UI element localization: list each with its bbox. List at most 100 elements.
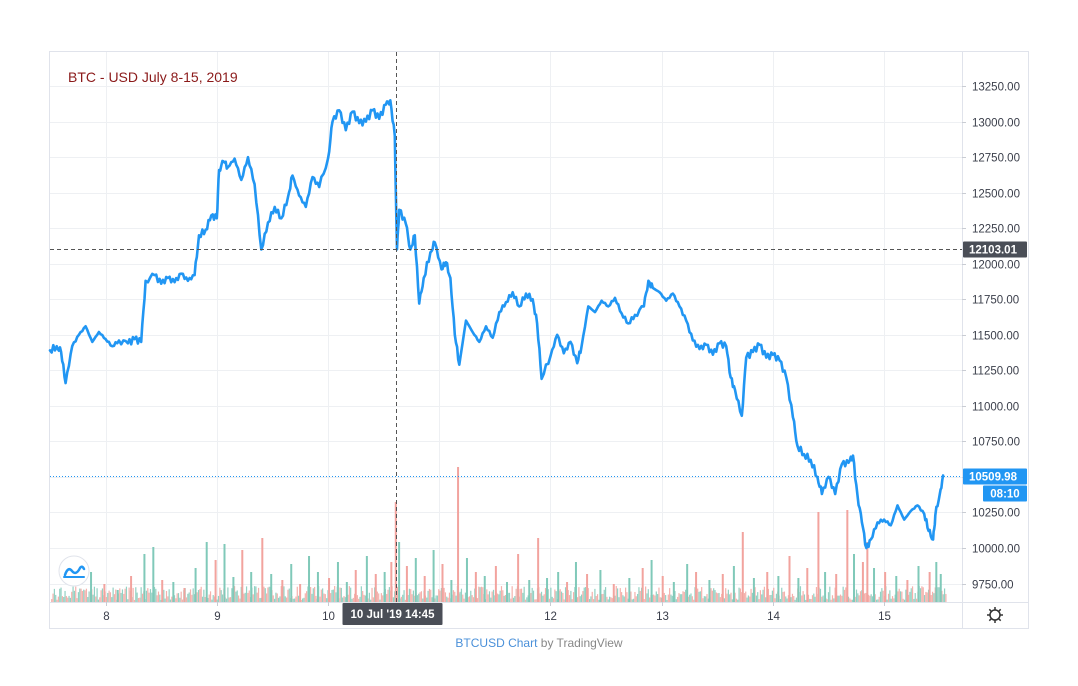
volume-bar	[939, 574, 942, 602]
volume-bar	[703, 596, 705, 602]
volume-bar	[845, 587, 847, 602]
volume-bar	[568, 595, 571, 602]
volume-bar	[785, 596, 787, 602]
volume-bar	[311, 593, 313, 602]
volume-bar	[320, 589, 322, 602]
volume-bar	[229, 597, 232, 602]
volume-bar	[71, 591, 73, 602]
volume-bar	[108, 590, 110, 602]
price-axis[interactable]: 13250.00 13000.00 12750.00 12500.00 12250.00…	[962, 82, 1020, 592]
volume-bar	[873, 568, 876, 602]
volume-bar	[647, 589, 649, 602]
volume-bar	[268, 586, 270, 602]
volume-bar	[279, 596, 281, 602]
volume-bar	[386, 593, 388, 602]
volume-bar	[432, 550, 435, 602]
y-tick-label: 11750.00	[972, 295, 1019, 307]
volume-bar	[514, 596, 516, 602]
volume-bar	[116, 590, 119, 602]
volume-bar	[241, 550, 244, 602]
volume-bar	[378, 593, 380, 602]
volume-bar	[123, 593, 125, 602]
volume-bar	[73, 590, 76, 602]
volume-bar	[56, 599, 58, 602]
volume-bar	[732, 566, 735, 602]
volume-bar	[515, 588, 517, 602]
volume-bar	[502, 590, 504, 602]
chart-svg[interactable]: 13250.00 13000.00 12750.00 12500.00 12250.00…	[0, 0, 1078, 630]
volume-bar	[140, 587, 142, 602]
volume-bar	[822, 595, 824, 602]
volume-bar	[555, 591, 557, 602]
volume-bar	[838, 595, 840, 602]
volume-bar	[259, 598, 261, 602]
x-tick-label: 14	[767, 611, 780, 623]
volume-bar	[524, 599, 527, 602]
volume-bar	[459, 591, 461, 602]
volume-bar	[130, 576, 133, 602]
volume-bar	[90, 572, 93, 602]
volume-bar	[494, 566, 497, 602]
volume-bar	[853, 554, 856, 602]
volume-bar	[383, 572, 386, 602]
volume-bar	[698, 591, 700, 602]
volume-bar	[863, 593, 866, 602]
volume-bar	[411, 594, 413, 602]
volume-bar	[503, 595, 505, 602]
volume-bar	[591, 591, 593, 602]
volume-bar	[440, 588, 443, 602]
volume-bar	[165, 591, 168, 602]
volume-bar	[143, 554, 146, 602]
volume-bar	[77, 592, 80, 602]
volume-bar	[913, 598, 915, 602]
volume-bar	[57, 596, 59, 602]
volume-bar	[757, 592, 759, 602]
volume-bar	[173, 595, 176, 602]
volume-bar	[438, 589, 440, 602]
tradingview-logo-icon[interactable]	[58, 555, 90, 587]
volume-bar	[499, 590, 501, 602]
volume-bar	[371, 587, 373, 602]
volume-bar	[217, 595, 220, 602]
y-tick-label: 10750.00	[972, 437, 1020, 449]
x-tick-label: 10	[322, 611, 335, 623]
volume-bar	[167, 596, 169, 602]
volume-bar	[474, 588, 476, 602]
x-tick-label: 9	[214, 611, 220, 623]
volume-bar	[223, 544, 226, 602]
volume-bar	[345, 582, 348, 602]
volume-bar	[416, 595, 419, 602]
volume-bar	[693, 599, 695, 602]
gear-icon[interactable]	[987, 607, 1003, 623]
volume-bar	[666, 599, 668, 602]
volume-bar	[460, 588, 463, 602]
volume-bar	[679, 594, 681, 602]
volume-bar	[253, 586, 256, 602]
volume-bar	[893, 598, 895, 602]
volume-bar	[183, 588, 186, 602]
volume-bar	[299, 584, 302, 602]
volume-bar	[465, 558, 468, 602]
volume-bar	[260, 597, 262, 602]
volume-bar	[214, 560, 217, 602]
volume-bar	[479, 587, 481, 602]
symbol-chart-link[interactable]: BTCUSD Chart	[455, 636, 538, 650]
volume-bar	[400, 596, 402, 602]
volume-bar	[236, 590, 238, 602]
volume-bar	[444, 592, 447, 602]
volume-bar	[356, 595, 358, 602]
volume-bar	[121, 589, 124, 602]
y-tick-label: 11000.00	[972, 402, 1019, 414]
volume-bar	[686, 564, 689, 602]
volume-bar	[639, 590, 641, 602]
volume-bar	[887, 593, 890, 602]
volume-bar	[895, 576, 898, 602]
volume-bar	[127, 599, 129, 602]
volume-bar	[65, 596, 67, 602]
volume-bar	[539, 593, 541, 602]
volume-bar	[83, 589, 85, 602]
time-axis[interactable]: 8 9 10 12 13 14 15	[103, 602, 891, 623]
volume-bar	[905, 589, 907, 602]
y-tick-label: 9750.00	[972, 580, 1014, 592]
